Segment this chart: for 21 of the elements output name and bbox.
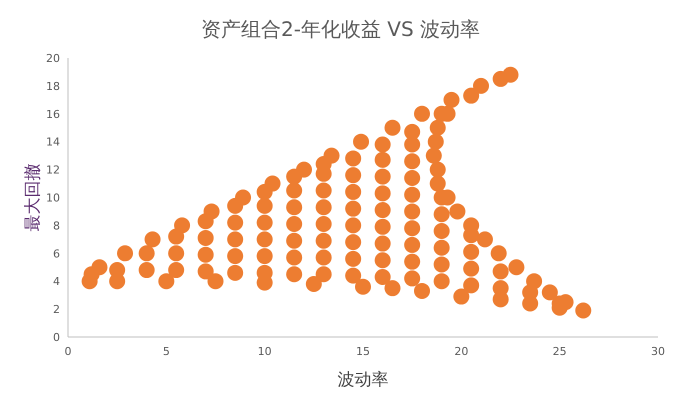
chart-title: 资产组合2-年化收益 VS 波动率 [200, 17, 480, 41]
x-tick-label: 30 [651, 345, 665, 358]
y-tick-label: 20 [46, 52, 60, 65]
y-axis-title: 最大回撤 [23, 164, 43, 232]
y-tick-label: 2 [53, 303, 60, 316]
x-tick-label: 20 [454, 345, 468, 358]
x-tick-label: 25 [552, 345, 567, 358]
x-tick-label: 5 [162, 345, 170, 358]
y-tick-label: 0 [53, 331, 60, 344]
y-tick-label: 16 [46, 108, 60, 121]
y-tick-label: 14 [46, 136, 60, 149]
y-tick-label: 18 [46, 80, 60, 93]
x-axis-title: 波动率 [338, 370, 388, 390]
y-tick-label: 4 [53, 275, 60, 288]
y-tick-label: 12 [46, 164, 60, 177]
x-tick-label: 15 [356, 345, 370, 358]
y-tick-label: 8 [53, 219, 60, 232]
y-tick-label: 10 [46, 192, 60, 204]
x-tick-label: 0 [64, 345, 72, 358]
x-tick-label: 10 [258, 345, 272, 358]
y-tick-label: 6 [53, 247, 60, 260]
